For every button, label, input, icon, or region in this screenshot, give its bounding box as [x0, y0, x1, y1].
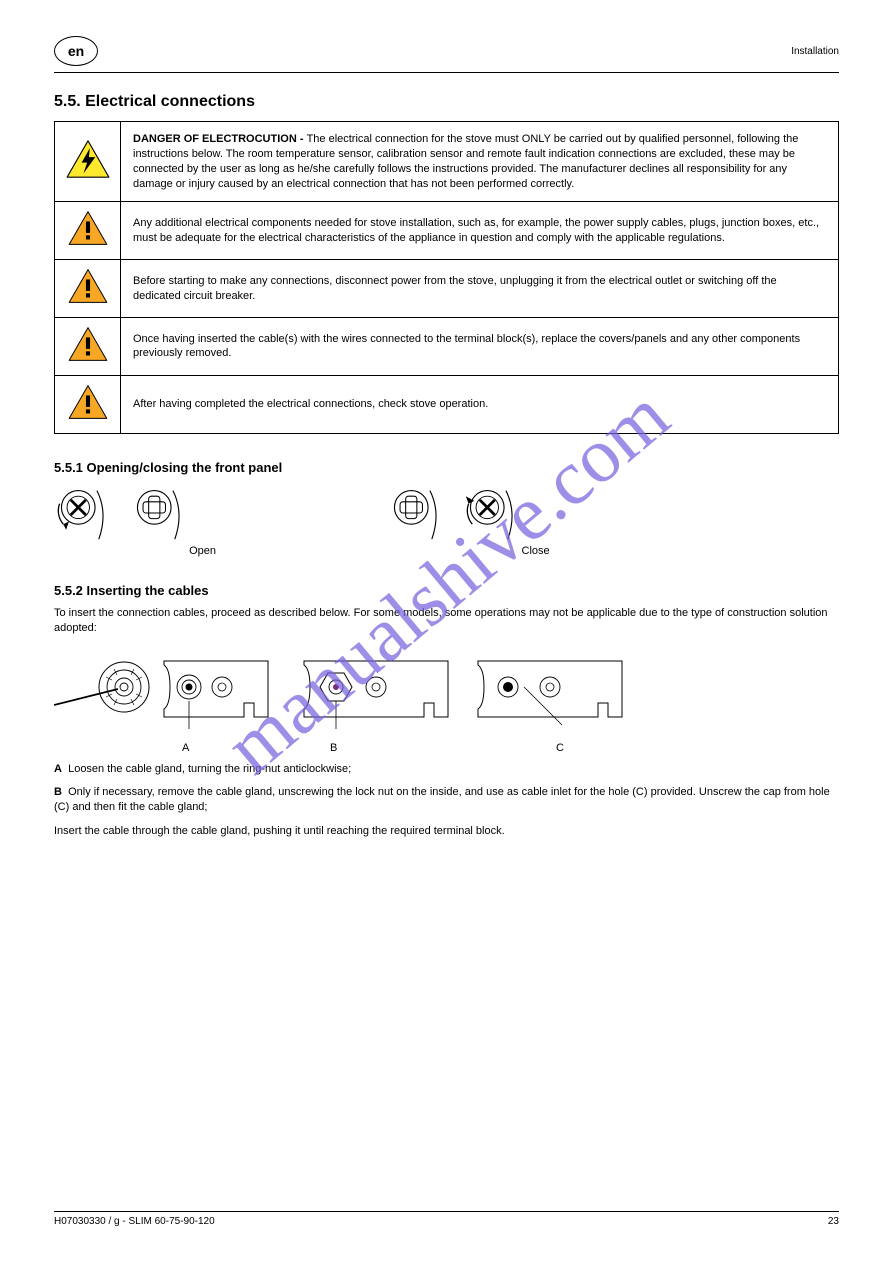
warning-text: Once having inserted the cable(s) with t… — [121, 318, 839, 376]
cable-fig-b: B — [298, 647, 458, 754]
fig-b-label: B — [330, 742, 458, 754]
lang-badge: en — [54, 36, 98, 66]
fig-c-label: C — [556, 742, 632, 754]
table-row: DANGER OF ELECTROCUTION - The electrical… — [55, 122, 839, 202]
warning-icon-cell — [55, 202, 121, 260]
page-header: en Installation — [54, 36, 839, 73]
footer-left: H07030330 / g - SLIM 60-75-90-120 — [54, 1216, 215, 1227]
warning-icon-cell — [55, 260, 121, 318]
warning-text: After having completed the electrical co… — [121, 375, 839, 433]
fig-a-label: A — [182, 742, 284, 754]
warning-triangle-icon — [67, 326, 109, 362]
cable-heading: 5.5.2 Inserting the cables — [54, 583, 839, 598]
panel-figure-row: Open Close — [54, 485, 839, 557]
warning-triangle-icon — [67, 210, 109, 246]
header-section-name: Installation — [791, 46, 839, 57]
open-label: Open — [54, 545, 351, 557]
warning-triangle-icon — [67, 384, 109, 420]
cable-hole-c-icon — [472, 647, 632, 737]
cable-gland-loosen-icon — [54, 647, 284, 737]
page-footer: H07030330 / g - SLIM 60-75-90-120 23 — [54, 1211, 839, 1227]
cable-step-a: A Loosen the cable gland, turning the ri… — [54, 762, 839, 777]
cable-fig-a: A — [54, 647, 284, 754]
warning-icon-cell — [55, 318, 121, 376]
warning-text: Before starting to make any connections,… — [121, 260, 839, 318]
table-row: Once having inserted the cable(s) with t… — [55, 318, 839, 376]
table-row: After having completed the electrical co… — [55, 375, 839, 433]
cable-fig-c: C — [472, 647, 632, 754]
lock-rotate-cw-icon — [463, 485, 519, 541]
cable-step-b: B Only if necessary, remove the cable gl… — [54, 785, 839, 816]
cable-step-b-text: Only if necessary, remove the cable glan… — [54, 786, 830, 813]
panel-heading: 5.5.1 Opening/closing the front panel — [54, 460, 839, 475]
cable-post: Insert the cable through the cable gland… — [54, 824, 839, 839]
lock-open-state-icon — [130, 485, 186, 541]
lock-rotate-ccw-icon — [54, 485, 110, 541]
panel-open-group: Open — [54, 485, 351, 557]
lock-open-state-icon — [387, 485, 443, 541]
warning-triangle-icon — [67, 268, 109, 304]
cable-gland-remove-icon — [298, 647, 458, 737]
panel-close-group: Close — [387, 485, 684, 557]
close-label: Close — [387, 545, 684, 557]
cable-step-a-text: Loosen the cable gland, turning the ring… — [68, 763, 351, 775]
warning-prefix: DANGER OF ELECTROCUTION - — [133, 133, 307, 145]
warning-text: Any additional electrical components nee… — [121, 202, 839, 260]
table-row: Before starting to make any connections,… — [55, 260, 839, 318]
warnings-table: DANGER OF ELECTROCUTION - The electrical… — [54, 121, 839, 434]
warning-text: DANGER OF ELECTROCUTION - The electrical… — [121, 122, 839, 202]
cable-intro: To insert the connection cables, proceed… — [54, 606, 839, 637]
warning-icon-cell — [55, 375, 121, 433]
cable-step-b-label: B — [54, 786, 62, 798]
section-title: 5.5. Electrical connections — [54, 93, 839, 111]
cable-figure-row: A B — [54, 647, 839, 754]
table-row: Any additional electrical components nee… — [55, 202, 839, 260]
footer-right: 23 — [828, 1216, 839, 1227]
cable-step-a-label: A — [54, 763, 62, 775]
warning-icon-cell — [55, 122, 121, 202]
page: en Installation 5.5. Electrical connecti… — [0, 0, 893, 839]
bolt-triangle-icon — [65, 139, 111, 179]
